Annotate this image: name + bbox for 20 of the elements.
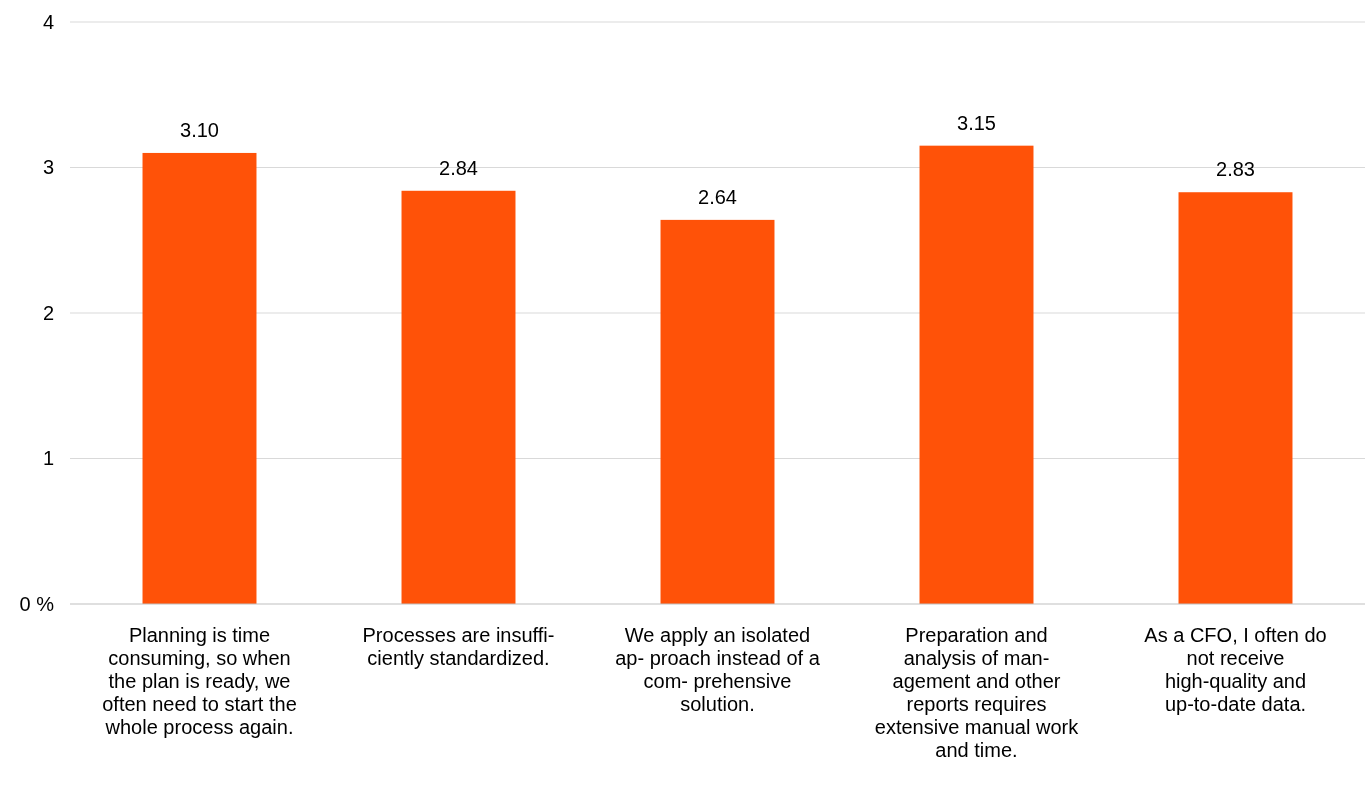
- bar: [660, 219, 775, 604]
- x-tick-label: We apply an isolated ap- proach instead of a com- prehensive solution.: [615, 624, 821, 715]
- bar: [401, 190, 516, 604]
- data-label: 2.83: [1216, 158, 1255, 181]
- y-tick-label: 3: [42, 156, 54, 179]
- data-label: 3.15: [957, 111, 996, 134]
- x-tick-label: Processes are insuffi- ciently standardized.: [362, 624, 555, 669]
- x-tick-label: As a CFO, I often do not receive high-quality and up-to-date data.: [1144, 624, 1327, 715]
- y-tick-label: 0 %: [19, 592, 55, 615]
- bar: [1178, 192, 1293, 604]
- x-tick-label: Planning is time consuming, so when the plan is ready, we often need to start the whole process again.: [102, 624, 297, 738]
- bar: [919, 145, 1034, 604]
- y-tick-label: 1: [42, 447, 54, 470]
- data-label: 2.64: [698, 185, 737, 208]
- y-tick-label: 2: [42, 301, 54, 324]
- y-tick-label: 4: [42, 10, 54, 33]
- x-tick-label: Preparation and analysis of man- agement and other reports requires extensive manual work and time.: [874, 624, 1080, 761]
- data-label: 2.84: [439, 156, 478, 179]
- bar: [142, 152, 257, 604]
- data-label: 3.10: [180, 118, 219, 141]
